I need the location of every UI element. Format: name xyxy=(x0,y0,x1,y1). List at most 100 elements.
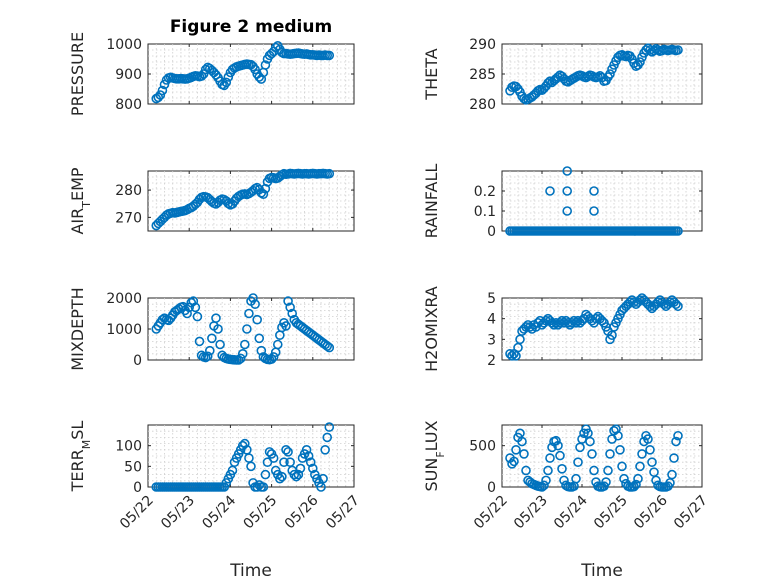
data-point xyxy=(673,45,683,55)
data-point xyxy=(221,77,232,88)
data-point xyxy=(258,189,269,199)
subplot-2: 280 285 290 THETA xyxy=(422,37,703,113)
y-axis-label: MIXDEPTH xyxy=(68,287,87,370)
data-point xyxy=(182,308,192,319)
x-tick-label: 05/26 xyxy=(282,492,322,532)
data-point xyxy=(671,299,681,310)
data-point xyxy=(635,295,645,305)
data-point xyxy=(324,50,335,61)
subplot-8: 05/22 05/23 05/24 05/25 05/26 05/27 0 500 SUNFLU… xyxy=(422,420,711,581)
data-point xyxy=(205,345,215,356)
data-point xyxy=(324,168,335,179)
data-point xyxy=(287,308,298,319)
y-tick-label: 0 xyxy=(133,480,142,496)
data-point xyxy=(545,186,555,196)
data-point xyxy=(223,72,234,82)
x-tick-label: 05/22 xyxy=(471,493,511,533)
data-point xyxy=(283,447,293,457)
data-point xyxy=(587,449,597,459)
data-point xyxy=(301,444,312,455)
data-point xyxy=(631,479,641,490)
data-point xyxy=(254,333,265,344)
data-point xyxy=(643,434,653,444)
data-point xyxy=(653,297,663,307)
data-point xyxy=(539,480,549,491)
data-point xyxy=(673,226,683,236)
data-point xyxy=(541,475,551,486)
data-point xyxy=(240,438,250,449)
subplot-5: 0 1000 2000 MIXDEPTH xyxy=(68,287,355,371)
data-point xyxy=(223,198,234,209)
data-point xyxy=(635,57,645,67)
subplot-4: 0 0.1 0.2 RAINFALL xyxy=(422,164,703,240)
data-point xyxy=(250,299,260,310)
data-point xyxy=(555,450,565,461)
y-axis-label: RAINFALL xyxy=(422,164,441,239)
data-point xyxy=(215,339,225,350)
data-point xyxy=(202,351,213,362)
data-point xyxy=(237,348,248,359)
x-tick-label: 05/23 xyxy=(511,493,551,533)
data-point xyxy=(289,469,300,480)
data-point xyxy=(250,64,260,75)
data-point xyxy=(619,473,629,484)
y-tick-label: 0.2 xyxy=(474,184,496,200)
data-point xyxy=(320,444,330,455)
data-point xyxy=(211,313,221,323)
y-tick-label: 2000 xyxy=(106,291,142,307)
y-tick-label: 0.1 xyxy=(474,204,496,220)
data-point xyxy=(275,473,285,484)
x-tick-label: 05/24 xyxy=(551,492,591,532)
y-tick-label: 2 xyxy=(487,353,496,369)
data-point xyxy=(551,435,561,446)
data-point xyxy=(235,353,246,364)
y-tick-label: 900 xyxy=(115,67,142,83)
data-point xyxy=(194,336,205,347)
data-point xyxy=(557,464,567,474)
subplot-6: 2 3 4 5 H2OMIXRA xyxy=(422,286,703,372)
data-point xyxy=(673,301,683,312)
data-point xyxy=(665,297,675,307)
data-point xyxy=(589,206,599,216)
x-tick-label: 05/25 xyxy=(591,493,631,533)
data-point xyxy=(553,72,563,82)
x-tick-label: 05/22 xyxy=(117,493,157,533)
data-point xyxy=(629,481,639,492)
data-point xyxy=(615,444,625,455)
x-tick-label: 05/23 xyxy=(158,493,198,533)
x-axis-label: Time xyxy=(580,561,623,581)
data-point xyxy=(279,457,289,468)
data-point xyxy=(543,78,553,88)
data-point xyxy=(213,324,223,334)
data-point xyxy=(549,320,559,330)
data-point xyxy=(553,440,563,451)
data-point xyxy=(318,473,328,484)
data-point xyxy=(155,90,166,100)
data-point xyxy=(667,469,677,480)
data-point xyxy=(629,297,639,307)
data-point xyxy=(519,449,529,459)
y-axis-label: THETA xyxy=(422,48,441,100)
data-point xyxy=(647,457,657,468)
x-tick-label: 05/27 xyxy=(323,493,363,533)
data-point xyxy=(240,339,250,350)
data-point xyxy=(521,465,531,476)
x-axis-label: Time xyxy=(229,561,272,581)
y-tick-label: 1000 xyxy=(106,37,142,53)
x-tick-label: 05/27 xyxy=(671,493,711,533)
chart-title: Figure 2 medium xyxy=(170,17,332,37)
y-axis-label: H2OMIXRA xyxy=(422,286,441,372)
data-point xyxy=(562,206,573,216)
data-point xyxy=(545,453,555,463)
data-point xyxy=(591,313,601,324)
data-point xyxy=(258,482,269,492)
data-point xyxy=(659,299,669,310)
y-tick-label: 500 xyxy=(469,439,496,455)
data-point xyxy=(635,461,645,472)
data-point xyxy=(268,352,279,362)
data-point xyxy=(305,457,316,468)
data-point xyxy=(242,324,252,334)
subplot-3: 270 280 AIRTEMP xyxy=(68,167,355,235)
data-point xyxy=(295,463,306,474)
y-tick-label: 270 xyxy=(115,210,142,226)
